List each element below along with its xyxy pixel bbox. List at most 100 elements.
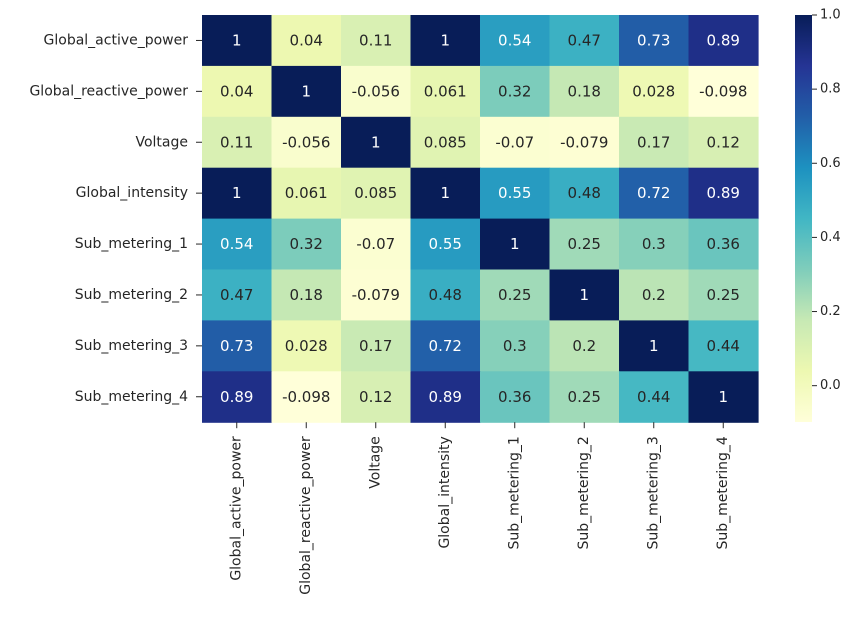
- colorbar-tick-label: 0.0: [820, 378, 841, 393]
- heatmap-cell: [549, 116, 620, 169]
- cell-value-label: 0.44: [637, 388, 670, 406]
- heatmap-cell: [688, 167, 759, 220]
- colorbar: 0.0 0.2 0.4 0.6 0.8 1.0: [795, 8, 841, 422]
- heatmap-cell: [202, 320, 273, 372]
- heatmap-cell: [549, 320, 620, 372]
- heatmap-cell: [549, 15, 620, 67]
- cell-value-label: 1: [440, 31, 450, 49]
- heatmap-cell: [202, 65, 273, 118]
- colorbar-gradient: [795, 15, 812, 422]
- cell-value-label: 0.085: [354, 184, 397, 202]
- cell-value-label: 0.89: [707, 184, 740, 202]
- heatmap-cell: [341, 65, 412, 118]
- cell-value-label: 1: [649, 337, 659, 355]
- heatmap-cell: [688, 218, 759, 271]
- heatmap-cell: [410, 371, 481, 423]
- cell-value-label: 1: [232, 184, 242, 202]
- cell-value-label: 0.36: [498, 388, 531, 406]
- cell-value-label: 0.89: [220, 388, 253, 406]
- heatmap-cell: [271, 167, 342, 220]
- row-label: Sub_metering_2: [75, 287, 188, 303]
- heatmap-cell: [619, 167, 690, 220]
- column-label: Global_intensity: [437, 436, 453, 548]
- heatmap-cell: [341, 269, 412, 321]
- cell-value-label: 0.73: [220, 337, 253, 355]
- cell-value-label: -0.098: [282, 388, 330, 406]
- heatmap-cell: [549, 269, 620, 321]
- cell-value-label: 0.72: [429, 337, 462, 355]
- column-label: Sub_metering_4: [715, 436, 731, 549]
- cell-value-label: -0.056: [352, 82, 400, 100]
- cell-value-label: 1: [510, 235, 520, 253]
- cell-value-label: 0.18: [568, 82, 601, 100]
- heatmap-cell: [549, 218, 620, 271]
- heatmap-cell: [410, 218, 481, 271]
- colorbar-tick-label: 0.2: [820, 304, 841, 319]
- cell-value-label: 0.25: [568, 388, 601, 406]
- heatmap-cell: [688, 15, 759, 67]
- heatmap-cell: [341, 320, 412, 372]
- cell-value-label: 0.11: [220, 133, 253, 151]
- heatmap-cell: [480, 269, 551, 321]
- cell-value-label: 0.3: [503, 337, 527, 355]
- colorbar-tick-label: 1.0: [820, 8, 841, 23]
- heatmap-cell: [619, 320, 690, 372]
- heatmap-cell: [202, 116, 273, 169]
- cell-value-label: 0.17: [359, 337, 392, 355]
- heatmap-cell: [410, 269, 481, 321]
- cell-value-label: 0.04: [290, 31, 323, 49]
- row-label: Voltage: [135, 134, 188, 150]
- heatmap-cell: [688, 269, 759, 321]
- heatmap-cell: [341, 15, 412, 67]
- cell-value-label: 0.47: [568, 31, 601, 49]
- row-label: Sub_metering_3: [75, 338, 188, 354]
- column-label: Global_reactive_power: [298, 436, 314, 595]
- column-labels: Global_active_power Global_reactive_power…: [229, 422, 731, 595]
- cell-value-label: -0.079: [560, 133, 608, 151]
- cell-value-label: -0.056: [282, 133, 330, 151]
- column-label: Sub_metering_3: [646, 436, 662, 549]
- heatmap-cell: [202, 371, 273, 423]
- heatmap-cell: [341, 116, 412, 169]
- cell-value-label: 0.04: [220, 82, 253, 100]
- row-labels: Global_active_power Global_reactive_power…: [29, 32, 202, 405]
- cell-value-label: -0.07: [356, 235, 395, 253]
- cell-value-label: 0.12: [359, 388, 392, 406]
- colorbar-tick-label: 0.8: [820, 82, 841, 97]
- heatmap-cell: [480, 371, 551, 423]
- cell-value-label: 0.028: [632, 82, 675, 100]
- row-label: Global_intensity: [76, 185, 188, 201]
- heatmap-cell: [619, 116, 690, 169]
- heatmap-cell: [688, 116, 759, 169]
- cell-value-label: 0.2: [572, 337, 596, 355]
- heatmap-cell: [271, 15, 342, 67]
- heatmap-cell: [549, 371, 620, 423]
- heatmap-cell: [688, 371, 759, 423]
- heatmap-cell: [480, 15, 551, 67]
- heatmap-cell: [410, 320, 481, 372]
- cell-value-label: 0.73: [637, 31, 670, 49]
- heatmap-cell: [549, 65, 620, 118]
- column-label: Voltage: [368, 436, 384, 489]
- heatmap-cell: [688, 65, 759, 118]
- heatmap-cell: [688, 320, 759, 372]
- cell-value-label: -0.098: [699, 82, 747, 100]
- cell-value-label: 0.54: [220, 235, 253, 253]
- row-label: Sub_metering_1: [75, 236, 188, 252]
- heatmap-cell: [202, 269, 273, 321]
- cell-value-label: 0.2: [642, 286, 666, 304]
- cell-value-label: 0.55: [498, 184, 531, 202]
- heatmap-cell: [202, 167, 273, 220]
- heatmap-cell: [480, 320, 551, 372]
- column-label: Global_active_power: [229, 436, 245, 581]
- heatmap-cell: [271, 65, 342, 118]
- heatmap-cell: [271, 218, 342, 271]
- heatmap-cells: 1 0.04 0.11 1 0.54 0.47 0.73 0.89 0.04 1 -0.056 0.0…: [202, 15, 759, 423]
- heatmap-cell: [410, 65, 481, 118]
- heatmap-cell: [480, 218, 551, 271]
- cell-value-label: 1: [301, 82, 311, 100]
- cell-value-label: 0.47: [220, 286, 253, 304]
- heatmap-cell: [271, 269, 342, 321]
- heatmap-cell: [480, 116, 551, 169]
